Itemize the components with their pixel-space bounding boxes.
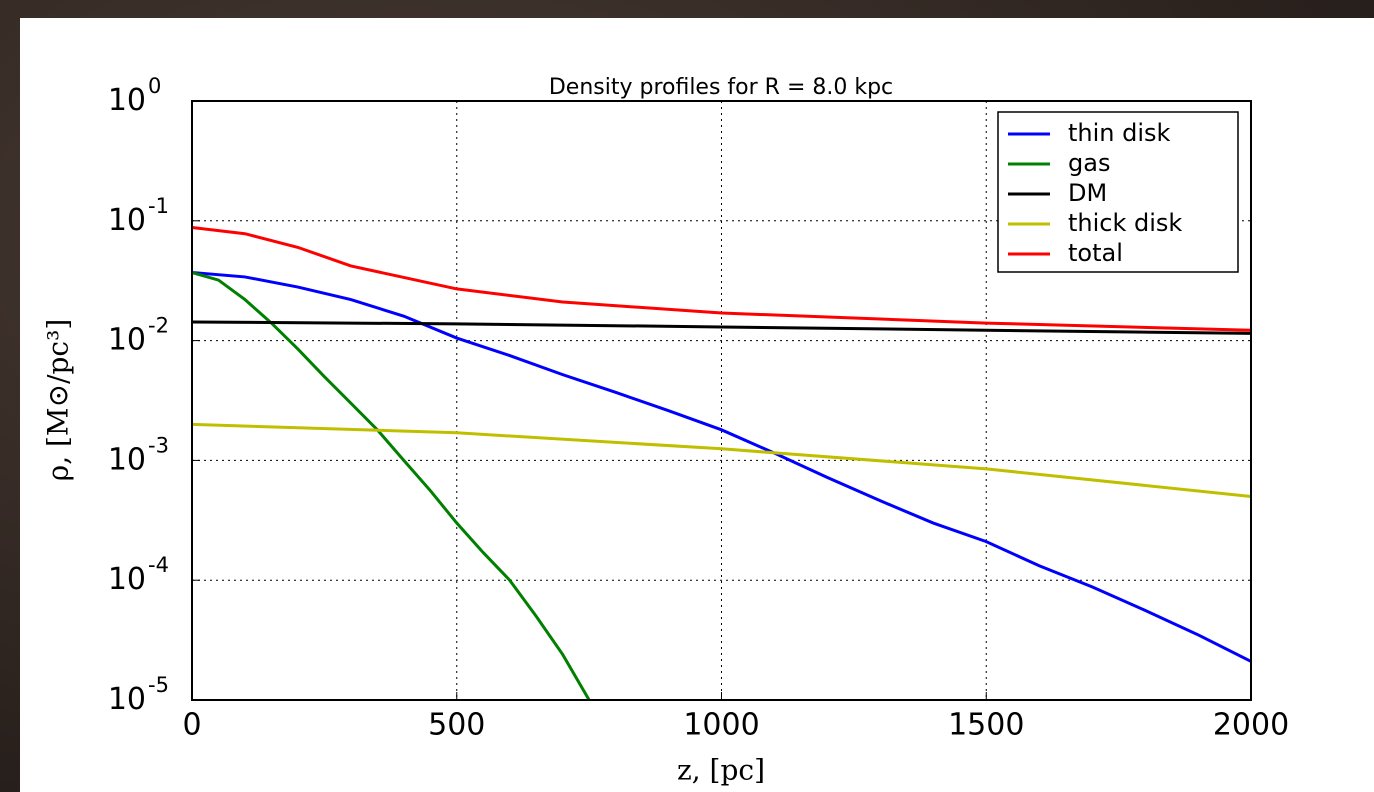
x-tick-label: 1000: [683, 708, 759, 743]
legend-label: DM: [1068, 179, 1107, 207]
series-line: [192, 320, 1251, 335]
y-tick-label: 10: [108, 562, 146, 597]
y-tick-base: 10: [108, 202, 146, 237]
y-tick-label: 10: [108, 442, 146, 477]
y-tick-label: 10: [108, 682, 146, 717]
y-tick-exponent: -3: [148, 433, 169, 457]
y-tick-exponent: -5: [148, 673, 169, 697]
chart-title: Density profiles for R = 8.0 kpc: [549, 75, 893, 100]
y-tick-exponent: -2: [148, 314, 169, 338]
y-tick-exponent: 0: [148, 74, 161, 98]
y-tick-base: 10: [108, 322, 146, 357]
y-tick-base: 10: [108, 83, 146, 118]
x-tick-label: 500: [428, 708, 485, 743]
y-tick-base: 10: [108, 442, 146, 477]
x-tick-label: 1500: [948, 708, 1024, 743]
x-tick-label: 0: [182, 708, 201, 743]
y-tick-label: 10: [108, 83, 146, 118]
y-tick-label: 10: [108, 202, 146, 237]
y-tick-label: 10: [108, 322, 146, 357]
x-tick-label: 2000: [1213, 708, 1289, 743]
series-line: [192, 271, 591, 700]
legend-box: [997, 111, 1239, 273]
legend-label: thin disk: [1068, 119, 1171, 147]
legend-label: total: [1068, 239, 1123, 267]
series-line: [192, 422, 1251, 498]
series-line: [192, 271, 1251, 663]
x-axis-label: z, [pc]: [677, 754, 765, 787]
plot-frame: [191, 100, 1252, 701]
series-line: [192, 225, 1251, 332]
y-tick-base: 10: [108, 682, 146, 717]
y-tick-base: 10: [108, 562, 146, 597]
y-tick-exponent: -1: [148, 194, 169, 218]
legend-label: thick disk: [1068, 209, 1182, 237]
y-axis-label: ρ, [M⊙/pc³]: [42, 319, 75, 482]
legend-label: gas: [1068, 149, 1110, 177]
y-tick-exponent: -4: [148, 553, 169, 577]
